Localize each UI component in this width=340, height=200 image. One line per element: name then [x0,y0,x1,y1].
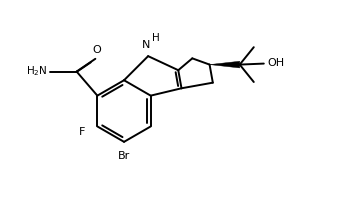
Text: F: F [79,127,86,137]
Text: H$_2$N: H$_2$N [26,64,48,78]
Text: Br: Br [118,151,130,161]
Text: H: H [152,33,159,43]
Polygon shape [209,61,240,68]
Text: OH: OH [267,58,284,68]
Text: O: O [92,45,101,55]
Text: N: N [142,40,151,50]
